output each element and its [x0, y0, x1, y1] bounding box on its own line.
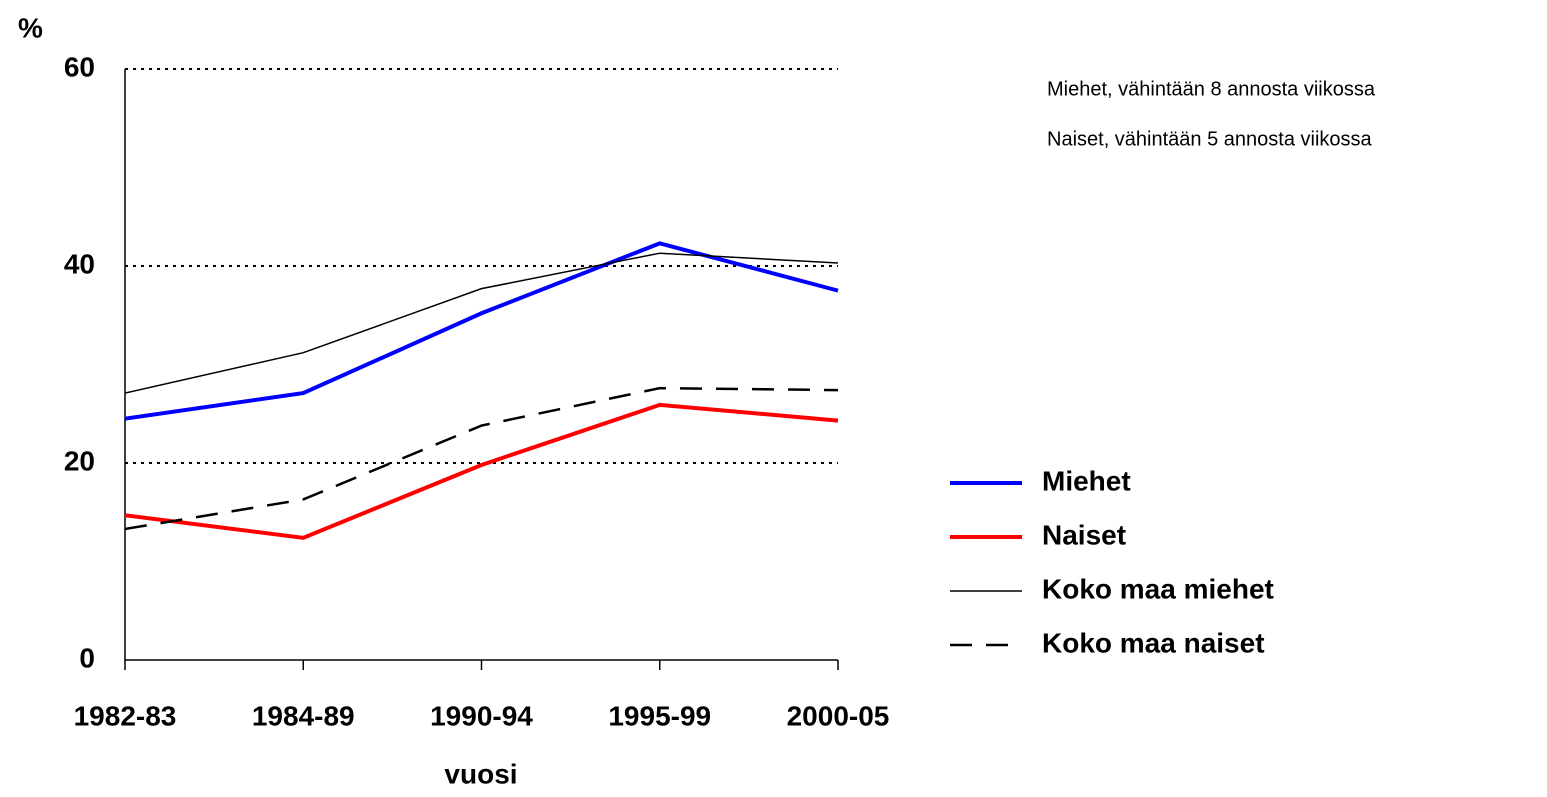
y-tick-label: 0: [79, 642, 95, 673]
legend-label: Naiset: [1042, 519, 1126, 550]
y-tick-label: 20: [64, 445, 95, 476]
series-line: [124, 241, 839, 421]
y-axis-label: %: [18, 12, 43, 43]
x-tick-label: 1990-94: [430, 700, 533, 731]
y-tick-label: 60: [64, 51, 95, 82]
legend-label: Koko maa miehet: [1042, 573, 1274, 604]
legend-label: Miehet: [1042, 465, 1131, 496]
x-tick-label: 2000-05: [787, 700, 890, 731]
series-line: [124, 402, 839, 540]
x-tick-label: 1984-89: [252, 700, 355, 731]
legend-label: Koko maa naiset: [1042, 627, 1265, 658]
y-tick-label: 40: [64, 248, 95, 279]
series-line: [124, 252, 839, 394]
annotation: Miehet, vähintään 8 annosta viikossa: [1047, 78, 1376, 100]
annotation: Naiset, vähintään 5 annosta viikossa: [1047, 128, 1373, 150]
series-line: [124, 386, 839, 531]
x-axis-label: vuosi: [444, 758, 517, 789]
x-tick-label: 1982-83: [74, 700, 177, 731]
x-tick-label: 1995-99: [608, 700, 711, 731]
